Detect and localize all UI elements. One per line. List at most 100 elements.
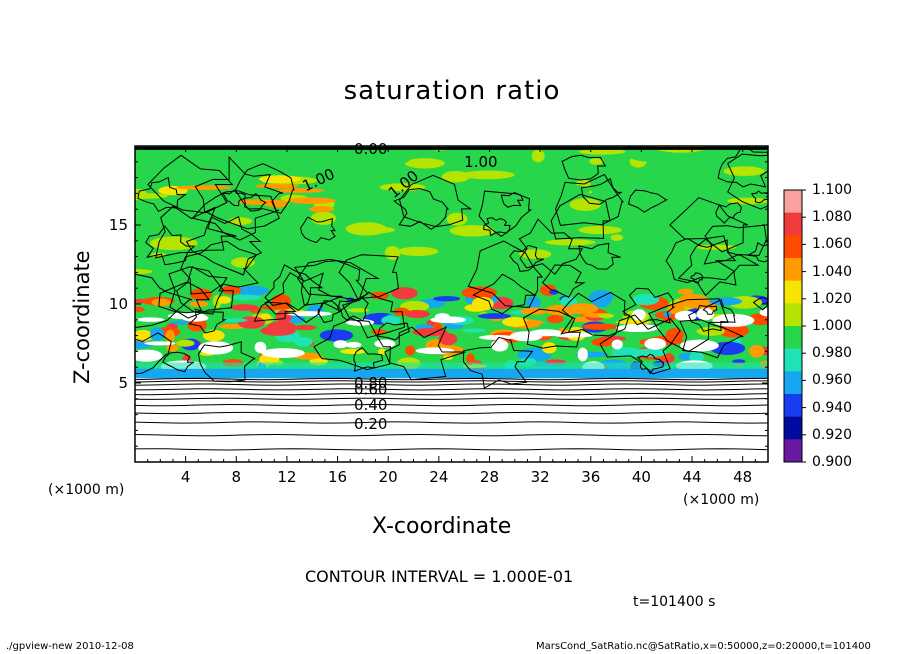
field-patch bbox=[176, 339, 195, 347]
field-patch bbox=[294, 336, 313, 347]
field-patch bbox=[372, 156, 410, 165]
contour-line bbox=[560, 291, 631, 337]
contour-line bbox=[555, 173, 624, 226]
y-tick-label: 5 bbox=[118, 374, 128, 392]
field-patch bbox=[723, 166, 765, 177]
field-patch bbox=[333, 340, 348, 349]
colorbar-segment bbox=[784, 371, 802, 395]
field-patch bbox=[520, 307, 548, 315]
field-patch bbox=[135, 306, 145, 313]
contour-line bbox=[300, 216, 336, 244]
field-patch bbox=[632, 293, 660, 306]
contour-line bbox=[702, 305, 718, 315]
contour-line bbox=[690, 272, 704, 284]
field-patch bbox=[582, 323, 618, 330]
contour-line bbox=[467, 240, 544, 309]
contour-line bbox=[135, 392, 768, 396]
field-patch bbox=[665, 328, 684, 342]
contour-line bbox=[197, 341, 256, 383]
colorbar-segment bbox=[784, 326, 802, 350]
field-patch bbox=[717, 323, 749, 338]
contour-line bbox=[168, 266, 234, 319]
colorbar-segment bbox=[784, 303, 802, 327]
x-tick-label: 36 bbox=[581, 468, 601, 486]
field-patch bbox=[135, 349, 163, 362]
field-patch bbox=[466, 353, 475, 366]
field-patch bbox=[229, 304, 259, 311]
field-patch bbox=[569, 198, 602, 212]
field-patch bbox=[288, 197, 336, 204]
field-patch bbox=[404, 158, 445, 169]
field-patch bbox=[219, 323, 245, 330]
field-patch bbox=[629, 151, 682, 163]
field-patch bbox=[743, 210, 768, 224]
contour-line bbox=[135, 388, 768, 391]
field-patch bbox=[260, 305, 292, 310]
field-patch bbox=[662, 311, 672, 318]
contour-line bbox=[155, 205, 237, 259]
field-patch bbox=[577, 347, 588, 362]
field-lower bbox=[135, 378, 768, 462]
contour-line bbox=[135, 448, 768, 451]
contour-line bbox=[518, 218, 584, 275]
contour-line bbox=[145, 225, 196, 266]
contour-line bbox=[627, 189, 669, 213]
field-patch bbox=[345, 222, 387, 236]
footer-left: ./gpview-new 2010-12-08 bbox=[6, 641, 134, 652]
colorbar-label: 0.920 bbox=[812, 426, 853, 443]
y-tick-label: 10 bbox=[108, 295, 128, 313]
contour-line bbox=[715, 202, 743, 224]
field-patch bbox=[135, 152, 148, 160]
colorbar-label: 0.960 bbox=[812, 372, 853, 389]
contour-line bbox=[338, 254, 399, 300]
x-tick-label: 28 bbox=[479, 468, 500, 486]
contour-line bbox=[158, 281, 211, 314]
field-patch bbox=[198, 341, 234, 355]
field-patch bbox=[260, 313, 271, 321]
contour-line bbox=[297, 258, 380, 301]
field-patch bbox=[136, 317, 165, 322]
field-patch bbox=[151, 298, 172, 307]
chart-title: saturation ratio bbox=[343, 76, 561, 106]
contour-line bbox=[727, 153, 768, 210]
colorbar-label: 1.100 bbox=[812, 182, 853, 198]
field-patch bbox=[434, 313, 450, 321]
field-patch bbox=[749, 344, 765, 358]
contour-line bbox=[135, 411, 768, 415]
contour-interval-text: CONTOUR INTERVAL = 1.000E-01 bbox=[305, 567, 574, 586]
field-patch bbox=[712, 313, 755, 327]
field-patch bbox=[523, 320, 544, 325]
field-patch bbox=[175, 185, 232, 190]
field-patch bbox=[549, 289, 559, 295]
saturation-field bbox=[135, 146, 768, 462]
contour-line bbox=[541, 264, 586, 298]
contour-label: 0.20 bbox=[354, 415, 387, 433]
field-patch bbox=[614, 253, 667, 266]
field-patch bbox=[274, 188, 325, 193]
contour-line bbox=[135, 403, 768, 407]
colorbar-label: 0.900 bbox=[812, 454, 853, 470]
x-tick-label: 48 bbox=[733, 468, 753, 486]
field-patch bbox=[533, 185, 579, 199]
colorbar-label: 1.080 bbox=[812, 209, 853, 226]
field-patch bbox=[441, 170, 470, 183]
field-patch bbox=[611, 347, 642, 358]
field-patch bbox=[267, 320, 296, 334]
x-axis-label: X-coordinate bbox=[372, 514, 512, 539]
x-unit-right: (×1000 m) bbox=[683, 492, 760, 508]
field-patch bbox=[237, 199, 281, 205]
field-patch bbox=[232, 294, 262, 301]
field-patch bbox=[544, 239, 596, 246]
contour-line bbox=[522, 308, 581, 349]
contour-line bbox=[384, 326, 466, 381]
contour-line bbox=[462, 336, 534, 389]
x-tick-label: 16 bbox=[328, 468, 348, 486]
field-patch bbox=[375, 204, 410, 215]
field-patch bbox=[237, 316, 266, 329]
footer-right: MarsCond_SatRatio.nc@SatRatio,x=0:50000,… bbox=[536, 641, 871, 652]
contour-line bbox=[688, 298, 736, 332]
field-patch bbox=[293, 324, 317, 331]
contour-line bbox=[750, 190, 768, 204]
field-patch bbox=[370, 291, 389, 300]
